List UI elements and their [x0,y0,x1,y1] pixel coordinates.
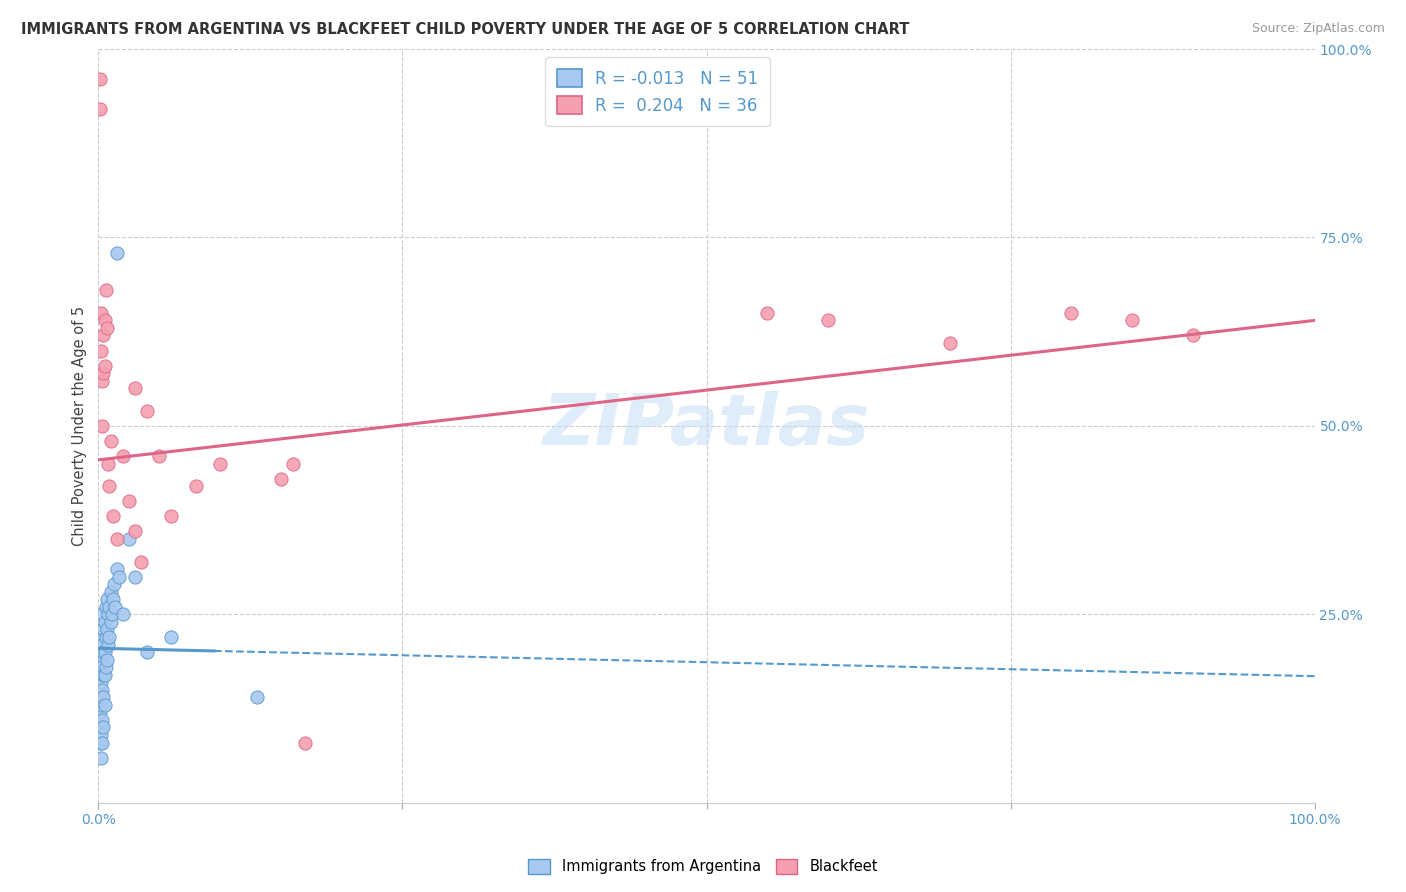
Point [100,615,122,629]
Point [89,735,111,749]
Point [98,479,121,493]
Point [104,599,127,614]
Point [160,509,183,524]
Point [91,638,114,652]
Y-axis label: Child Poverty Under the Age of 5: Child Poverty Under the Age of 5 [72,306,87,546]
Point [105,245,128,260]
Point [270,472,292,486]
Point [89,103,111,117]
Point [101,592,124,607]
Point [98,599,121,614]
Point [105,562,128,576]
Point [184,479,207,493]
Point [118,532,141,546]
Point [89,706,111,720]
Point [96,321,118,335]
Point [90,343,112,358]
Point [1121,313,1143,327]
Point [91,645,114,659]
Point [118,494,141,508]
Point [91,667,114,681]
Point [160,630,183,644]
Point [91,690,114,705]
Point [91,721,114,735]
Point [111,607,134,622]
Point [209,457,232,471]
Point [89,682,111,697]
Point [1182,328,1205,343]
Point [91,419,114,434]
Point [129,555,152,569]
Point [93,698,115,712]
Point [91,328,114,343]
Point [90,698,112,712]
Point [94,630,117,644]
Legend: R = -0.013   N = 51, R =  0.204   N = 36: R = -0.013 N = 51, R = 0.204 N = 36 [546,57,770,127]
Point [94,283,117,297]
Point [93,313,115,327]
Point [94,660,117,674]
Point [91,623,114,637]
Point [91,735,114,749]
Point [96,592,118,607]
Point [111,449,134,463]
Point [93,615,115,629]
Point [939,336,962,351]
Point [97,607,120,622]
Point [756,306,779,320]
Point [91,607,114,622]
Point [94,599,117,614]
Point [148,449,170,463]
Point [103,577,125,591]
Point [96,652,118,666]
Point [108,570,131,584]
Point [89,72,111,87]
Point [93,667,115,681]
Point [90,750,112,764]
Text: ZIPatlas: ZIPatlas [543,392,870,460]
Point [91,374,114,388]
Point [100,434,122,448]
Point [93,645,115,659]
Point [1060,306,1083,320]
Point [97,638,120,652]
Point [90,306,112,320]
Point [101,509,124,524]
Text: Source: ZipAtlas.com: Source: ZipAtlas.com [1251,22,1385,36]
Point [89,721,111,735]
Point [90,675,112,690]
Point [91,713,114,727]
Point [124,570,146,584]
Point [97,457,120,471]
Point [136,404,159,418]
Point [91,682,114,697]
Legend: Immigrants from Argentina, Blackfeet: Immigrants from Argentina, Blackfeet [523,853,883,880]
Point [245,690,267,705]
Point [136,645,159,659]
Point [101,607,124,622]
Point [90,652,112,666]
Point [281,457,304,471]
Point [98,630,121,644]
Point [100,584,122,599]
Point [294,735,316,749]
Point [93,359,115,373]
Point [124,524,146,539]
Point [124,381,146,395]
Point [89,660,111,674]
Point [91,660,114,674]
Point [90,728,112,742]
Point [105,532,128,546]
Point [90,630,112,644]
Point [96,623,118,637]
Text: IMMIGRANTS FROM ARGENTINA VS BLACKFEET CHILD POVERTY UNDER THE AGE OF 5 CORRELAT: IMMIGRANTS FROM ARGENTINA VS BLACKFEET C… [21,22,910,37]
Point [817,313,839,327]
Point [91,366,114,380]
